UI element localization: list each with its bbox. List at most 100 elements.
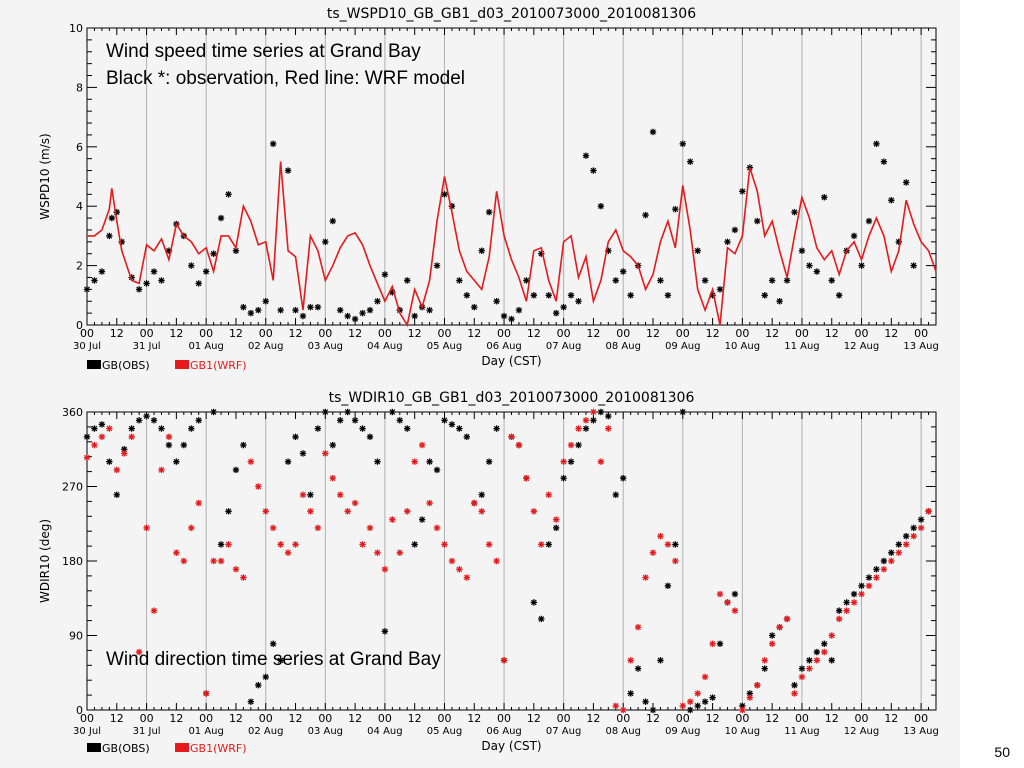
data-point xyxy=(284,458,292,465)
data-point-d2 xyxy=(255,483,262,490)
data-point xyxy=(374,298,381,305)
data-point xyxy=(567,292,575,299)
data-point-d2 xyxy=(814,657,820,664)
x-tick-label-day: 06 Aug xyxy=(486,726,521,737)
data-point-d2 xyxy=(858,583,865,589)
x-tick-label-day: 09 Aug xyxy=(665,726,700,737)
data-point-d2 xyxy=(545,292,552,299)
data-point-d2 xyxy=(329,442,336,448)
data-point-d2 xyxy=(761,292,768,299)
x-tick-label-hour: 12 xyxy=(527,712,541,725)
data-point xyxy=(620,475,627,482)
data-point-d2 xyxy=(598,409,604,415)
data-point xyxy=(835,292,843,299)
data-point xyxy=(374,458,381,465)
data-point xyxy=(128,433,135,441)
x-tick-label-day: 03 Aug xyxy=(308,726,343,737)
data-point xyxy=(888,197,895,204)
data-point-d2 xyxy=(531,508,537,515)
data-point xyxy=(664,541,672,548)
data-point-d2 xyxy=(434,467,440,473)
data-point-d2 xyxy=(709,640,716,647)
data-point-d2 xyxy=(717,591,723,597)
data-point-d2 xyxy=(389,409,396,415)
data-point xyxy=(299,450,307,457)
data-point-d2 xyxy=(478,491,485,498)
x-tick-label-hour: 00 xyxy=(735,712,749,725)
x-tick-label-hour: 12 xyxy=(586,712,600,725)
data-point xyxy=(471,499,478,507)
data-point xyxy=(925,508,932,515)
data-point xyxy=(687,158,694,165)
data-point-d2 xyxy=(292,307,299,313)
data-point-d2 xyxy=(143,413,150,419)
data-point xyxy=(895,541,902,548)
data-point-d2 xyxy=(851,599,857,606)
data-point xyxy=(880,566,888,573)
data-point-d2 xyxy=(478,508,485,515)
data-point-d2 xyxy=(121,446,128,453)
data-point xyxy=(150,607,158,614)
data-point xyxy=(359,309,366,317)
data-point xyxy=(292,541,299,548)
data-point-d2 xyxy=(166,442,172,448)
data-point-d2 xyxy=(650,549,656,556)
data-point-d2 xyxy=(218,215,224,221)
data-point xyxy=(381,271,389,278)
x-tick-label-day: 09 Aug xyxy=(665,341,700,352)
legend-swatch-obs xyxy=(87,743,101,752)
data-point-d2 xyxy=(516,307,522,313)
data-point xyxy=(448,557,456,565)
data-point-d2 xyxy=(828,277,835,284)
data-point xyxy=(843,607,850,614)
data-point xyxy=(411,541,418,548)
data-point-d2 xyxy=(248,698,254,705)
data-point-d2 xyxy=(553,516,560,523)
data-point xyxy=(322,450,329,457)
data-point-d2 xyxy=(918,525,924,531)
data-point-d2 xyxy=(858,591,865,597)
data-point-d2 xyxy=(508,434,515,440)
data-point-d2 xyxy=(396,549,403,556)
data-point-d2 xyxy=(523,475,530,482)
data-point-d2 xyxy=(851,233,857,239)
data-point-d2 xyxy=(337,417,344,424)
data-point xyxy=(761,657,768,664)
data-point-d2 xyxy=(724,239,731,245)
series-obs xyxy=(83,408,932,714)
data-point-d2 xyxy=(99,421,105,428)
data-point xyxy=(783,277,791,284)
data-point-d2 xyxy=(739,188,746,195)
x-tick-label-day: 05 Aug xyxy=(427,726,462,737)
data-point xyxy=(463,433,471,441)
data-point-d2 xyxy=(329,475,336,482)
data-point-d2 xyxy=(188,425,195,432)
y-tick-label: 270 xyxy=(62,481,83,494)
data-point-d2 xyxy=(106,425,113,432)
data-point xyxy=(307,508,314,515)
x-axis-label: Day (CST) xyxy=(481,354,541,368)
x-tick-label-hour: 00 xyxy=(437,712,451,725)
data-point-d2 xyxy=(151,607,157,614)
data-point xyxy=(701,673,709,681)
data-point xyxy=(337,417,344,424)
data-point xyxy=(180,441,188,449)
chart-panel-2: ts_WDIR10_GB_GB1_d03_2010073000_20100813… xyxy=(38,390,939,755)
data-point xyxy=(493,298,500,305)
data-point xyxy=(217,541,225,548)
data-point-d2 xyxy=(545,491,552,498)
data-point xyxy=(873,566,880,573)
y-tick-label: 0 xyxy=(76,704,83,717)
data-point-d2 xyxy=(441,541,448,548)
data-point xyxy=(634,665,642,672)
data-point-d2 xyxy=(195,417,202,424)
data-point-d2 xyxy=(285,167,291,174)
data-point-d2 xyxy=(382,271,388,278)
data-point-d2 xyxy=(657,277,664,284)
data-point xyxy=(478,247,485,254)
data-point-d2 xyxy=(836,616,843,622)
data-point xyxy=(806,665,813,672)
data-point xyxy=(381,566,389,573)
data-point-d2 xyxy=(918,516,924,523)
data-point xyxy=(597,458,605,465)
